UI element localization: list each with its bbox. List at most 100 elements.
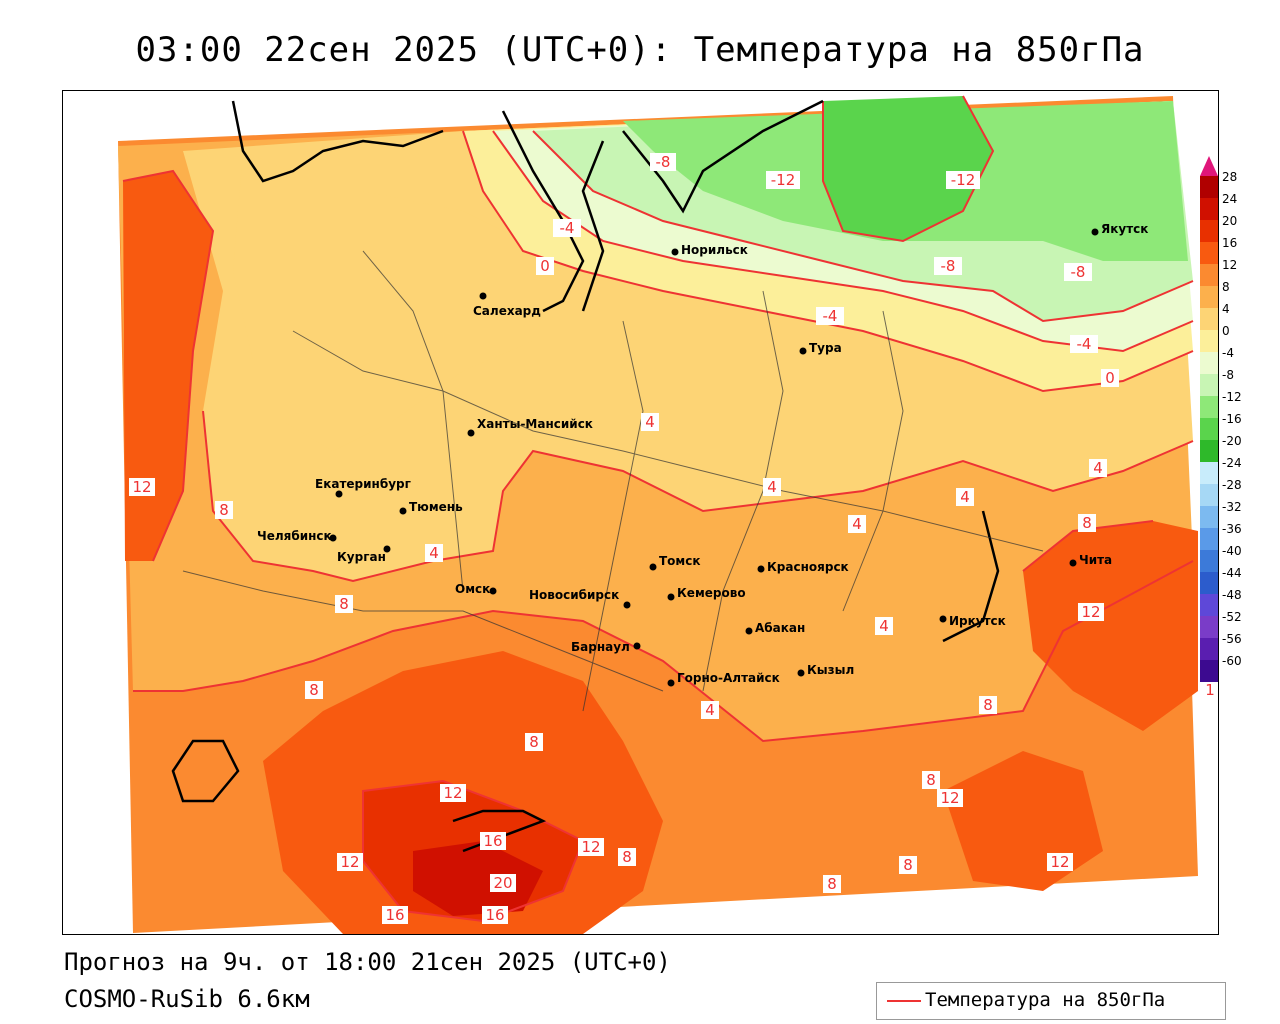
colorbar-top-arrow [1200, 156, 1218, 176]
svg-text:-8: -8 [656, 153, 671, 171]
colorbar-tick-label: -12 [1222, 390, 1242, 404]
city-krasnoyarsk[interactable]: Красноярск [757, 560, 849, 574]
svg-text:Салехард: Салехард [473, 304, 541, 318]
svg-text:Омск: Омск [455, 582, 490, 596]
map-panel: -8 -12 -12 -8 -8 -4 -4 -4 0 0 4 4 4 4 4 … [62, 90, 1219, 935]
svg-text:-12: -12 [771, 171, 796, 189]
city-omsk[interactable]: Омск [455, 582, 497, 596]
isotherm-label: 16 [382, 906, 408, 924]
city-barnaul[interactable]: Барнаул [571, 640, 641, 654]
city-tyumen[interactable]: Тюмень [399, 500, 464, 515]
colorbar-tick-label: -32 [1222, 500, 1242, 514]
colorbar [1200, 156, 1218, 690]
colorbar-tick-label: 8 [1222, 280, 1230, 294]
city-salekhard[interactable]: Салехард [473, 292, 541, 319]
city-tura[interactable]: Тура [799, 341, 842, 355]
legend: Температура на 850гПа [876, 982, 1226, 1020]
city-kyzyl[interactable]: Кызыл [797, 663, 855, 677]
isotherm-label: 16 [482, 906, 508, 924]
city-gorno-altaysk[interactable]: Горно-Алтайск [667, 671, 780, 687]
isotherm-label: 12 [578, 838, 604, 856]
colorbar-swatch [1200, 330, 1218, 352]
colorbar-swatch [1200, 176, 1218, 198]
city-chita[interactable]: Чита [1069, 553, 1113, 567]
svg-text:Чита: Чита [1079, 553, 1112, 567]
temp-zone-4-8-west [233, 151, 583, 451]
svg-text:12: 12 [581, 838, 600, 856]
isotherm-label: 8 [922, 771, 940, 789]
colorbar-tick-label: 12 [1222, 258, 1238, 272]
colorbar-swatch [1200, 616, 1218, 638]
svg-text:Красноярск: Красноярск [767, 560, 849, 574]
colorbar-swatch [1200, 396, 1218, 418]
svg-text:4: 4 [429, 544, 439, 562]
city-abakan[interactable]: Абакан [745, 621, 806, 635]
svg-text:8: 8 [827, 875, 837, 893]
city-khanty-mansiysk[interactable]: Ханты-Мансийск [467, 417, 593, 437]
colorbar-tick-label: -36 [1222, 522, 1242, 536]
svg-text:Абакан: Абакан [755, 621, 805, 635]
svg-text:16: 16 [483, 832, 502, 850]
isotherm-label: 4 [848, 515, 866, 533]
isotherm-label: 8 [305, 681, 323, 699]
isotherm-label: 12 [937, 789, 963, 807]
city-kemerovo[interactable]: Кемерово [667, 586, 746, 601]
city-novosibirsk[interactable]: Новосибирск [529, 588, 631, 609]
colorbar-swatch [1200, 198, 1218, 220]
colorbar-tick-label: 28 [1222, 170, 1238, 184]
isotherm-label: 4 [425, 544, 443, 562]
colorbar-tick-label: 24 [1222, 192, 1238, 206]
city-yakutsk[interactable]: Якутск [1091, 222, 1149, 236]
svg-text:-4: -4 [560, 219, 575, 237]
colorbar-swatch [1200, 638, 1218, 660]
colorbar-tick-label: -44 [1222, 566, 1242, 580]
colorbar-tick-label: -60 [1222, 654, 1242, 668]
colorbar-tick-label: -8 [1222, 368, 1234, 382]
city-kurgan[interactable]: Курган [337, 545, 391, 565]
city-chelyabinsk[interactable]: Челябинск [257, 529, 337, 543]
svg-text:8: 8 [903, 856, 913, 874]
isotherm-label: -4 [816, 307, 844, 325]
city-ekaterinburg[interactable]: Екатеринбург [315, 477, 411, 498]
svg-text:-4: -4 [1077, 335, 1092, 353]
city-irkutsk[interactable]: Иркутск [939, 614, 1006, 628]
svg-text:Челябинск: Челябинск [257, 529, 332, 543]
svg-text:8: 8 [622, 848, 632, 866]
colorbar-tick-label: -28 [1222, 478, 1242, 492]
isotherm-label: 16 [480, 832, 506, 850]
colorbar-tick-label: 20 [1222, 214, 1238, 228]
svg-text:8: 8 [529, 733, 539, 751]
temp-zone-20-plus [413, 841, 543, 916]
colorbar-tick-label: -52 [1222, 610, 1242, 624]
svg-text:-8: -8 [941, 257, 956, 275]
forecast-info: Прогноз на 9ч. от 18:00 21сен 2025 (UTC+… [64, 948, 671, 976]
isotherm-label: -8 [650, 153, 676, 171]
temp-zone-12-16-east [1023, 521, 1198, 731]
svg-text:12: 12 [1081, 603, 1100, 621]
colorbar-swatch [1200, 440, 1218, 462]
svg-text:Горно-Алтайск: Горно-Алтайск [677, 671, 780, 685]
svg-text:Кызыл: Кызыл [807, 663, 854, 677]
isotherm-label: 20 [490, 874, 516, 892]
svg-text:0: 0 [540, 257, 550, 275]
svg-text:16: 16 [385, 906, 404, 924]
city-norilsk[interactable]: Норильск [671, 243, 748, 257]
svg-text:12: 12 [940, 789, 959, 807]
svg-text:8: 8 [219, 501, 229, 519]
svg-text:1: 1 [1205, 681, 1215, 699]
city-tomsk[interactable]: Томск [649, 554, 701, 571]
isotherm-label: 8 [618, 848, 636, 866]
isotherm-label: 4 [763, 478, 781, 496]
colorbar-tick-label: -24 [1222, 456, 1242, 470]
colorbar-swatch [1200, 242, 1218, 264]
svg-text:16: 16 [485, 906, 504, 924]
colorbar-svg [1200, 156, 1218, 682]
svg-text:Якутск: Якутск [1101, 222, 1148, 236]
isotherm-labels: -8 -12 -12 -8 -8 -4 -4 -4 0 0 4 4 4 4 4 … [129, 153, 1217, 924]
colorbar-tick-label: -48 [1222, 588, 1242, 602]
isotherm-label: 8 [525, 733, 543, 751]
colorbar-tick-label: 0 [1222, 324, 1230, 338]
svg-text:0: 0 [1105, 369, 1115, 387]
isotherm-label: 8 [335, 595, 353, 613]
coastlines [171, 99, 1000, 853]
